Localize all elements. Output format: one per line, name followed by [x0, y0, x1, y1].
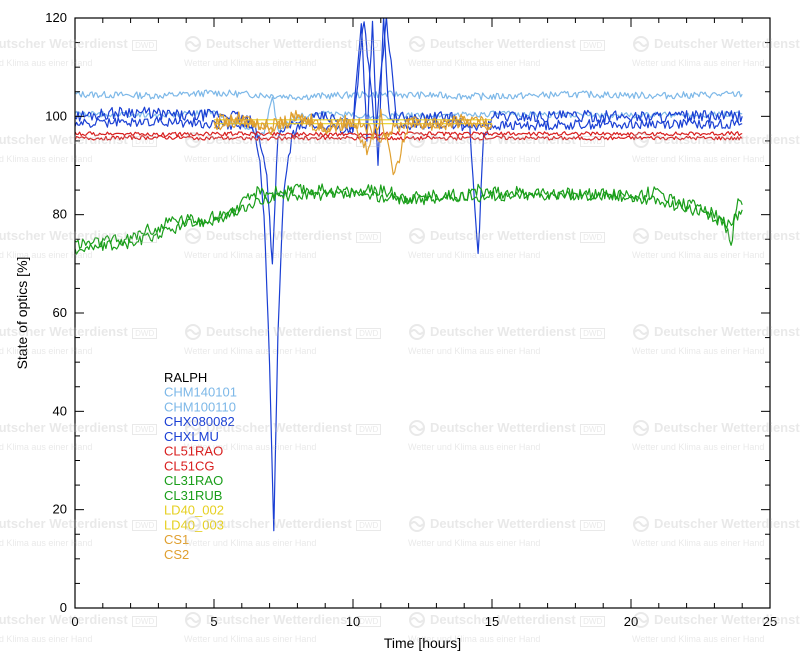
legend-item: CHM140101 — [164, 385, 237, 400]
y-tick-label: 100 — [45, 108, 67, 123]
x-tick-label: 25 — [763, 614, 777, 629]
series-CL31RUB — [75, 190, 742, 255]
legend-item: CL51RAO — [164, 444, 223, 459]
x-tick-label: 10 — [346, 614, 360, 629]
series-CL31RAO — [75, 184, 742, 248]
legend-item: CHXLMU — [164, 429, 219, 444]
y-tick-label: 40 — [53, 403, 67, 418]
legend-item: CL51CG — [164, 458, 215, 473]
y-tick-label: 120 — [45, 10, 67, 25]
optics-chart: 0 5 10 15 20 25 0 20 40 60 80 100 120 Time [hours] Sta… — [0, 0, 800, 665]
legend-item: CHX080082 — [164, 414, 235, 429]
series-CL51CG — [75, 132, 742, 137]
legend-item: CS2 — [164, 547, 189, 562]
series-CHM100110 — [75, 90, 742, 100]
x-tick-label: 5 — [210, 614, 217, 629]
axes: 0 5 10 15 20 25 0 20 40 60 80 100 120 — [45, 10, 777, 629]
series-CHXLMU — [75, 17, 742, 264]
legend-item: LD40_003 — [164, 517, 224, 532]
x-tick-label: 20 — [624, 614, 638, 629]
y-axis-title: State of optics [%] — [14, 257, 30, 370]
legend-item: LD40_002 — [164, 503, 224, 518]
y-tick-label: 20 — [53, 502, 67, 517]
x-tick-label: 0 — [71, 614, 78, 629]
y-tick-label: 60 — [53, 305, 67, 320]
legend-item: CS1 — [164, 532, 189, 547]
legend: RALPHCHM140101CHM100110CHX080082CHXLMUCL… — [164, 370, 237, 562]
y-tick-label: 80 — [53, 207, 67, 222]
y-tick-label: 0 — [60, 600, 67, 615]
x-tick-label: 15 — [485, 614, 499, 629]
legend-item: CHM100110 — [164, 399, 236, 414]
legend-item: CL31RUB — [164, 488, 223, 503]
legend-item: CL31RAO — [164, 473, 223, 488]
x-axis-title: Time [hours] — [384, 635, 461, 651]
legend-item: RALPH — [164, 370, 207, 385]
chart-root: Deutscher Wetterdienst DWDWetter und Kli… — [0, 0, 800, 665]
series-CL51RAO — [75, 136, 742, 141]
